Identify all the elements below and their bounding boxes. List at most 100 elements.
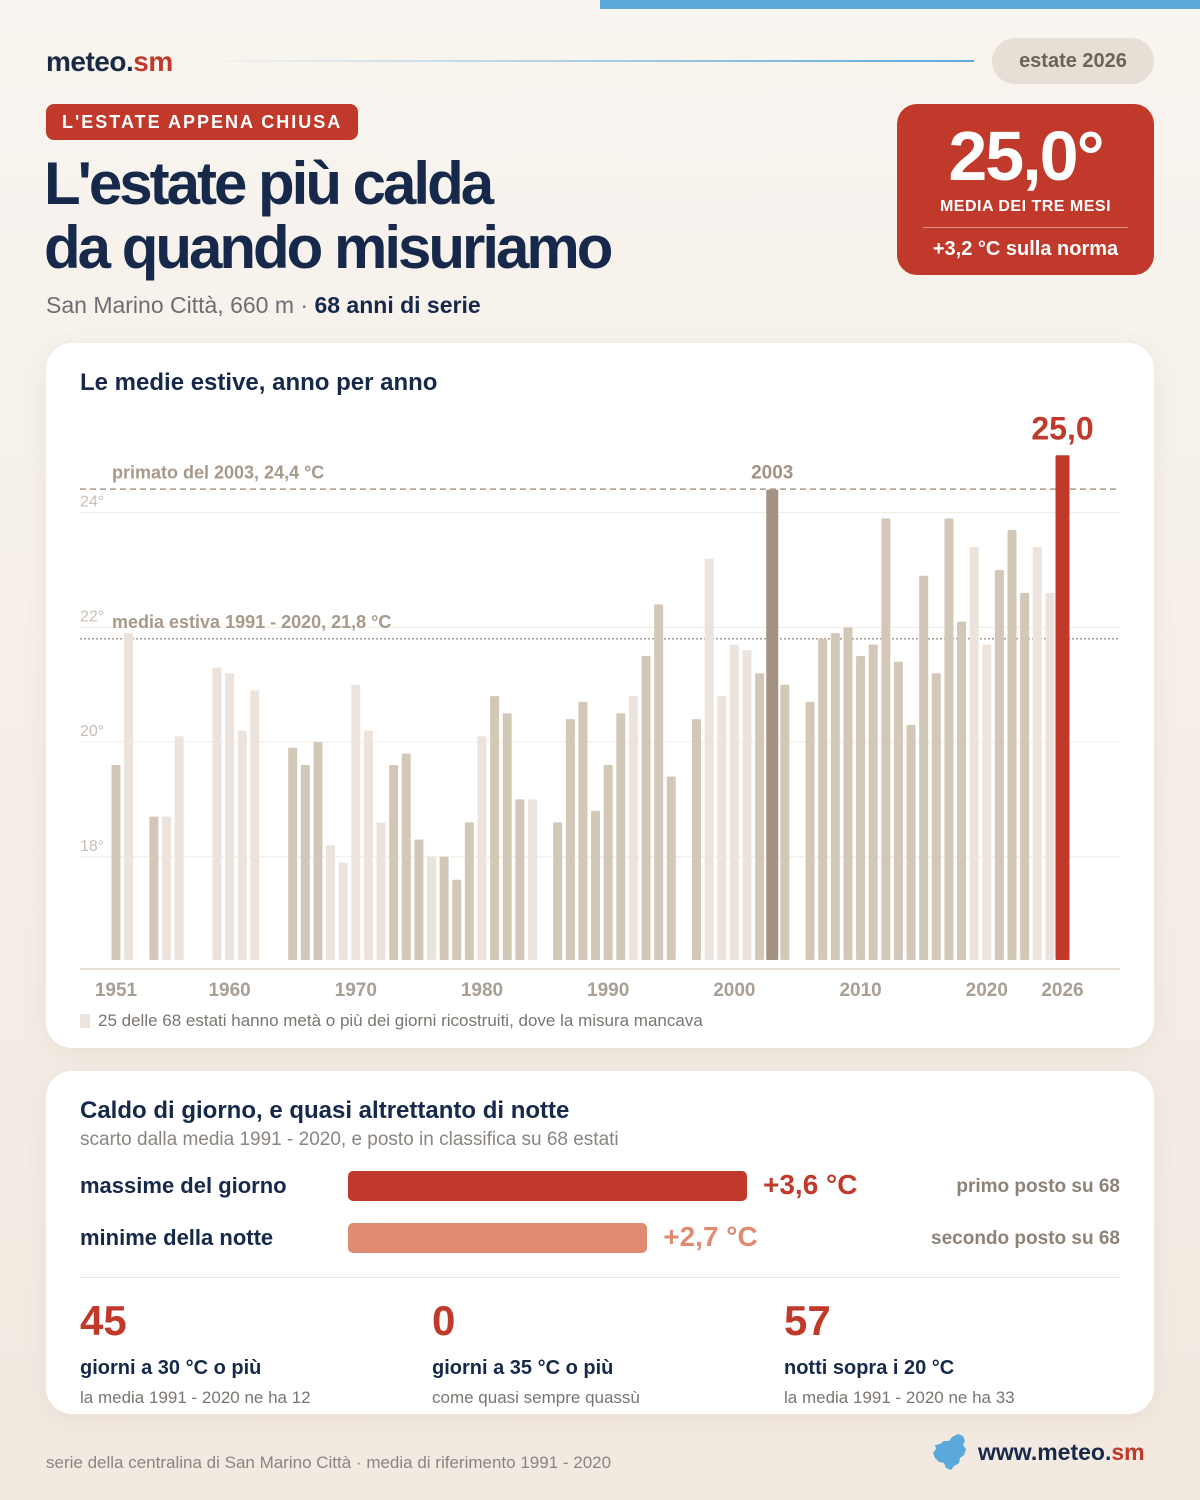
subtitle-series: 68 anni di serie <box>314 292 481 318</box>
chart-title: Le medie estive, anno per anno <box>80 369 438 396</box>
fact-number: 57 <box>784 1297 831 1344</box>
fact-note: la media 1991 - 2020 ne ha 33 <box>784 1388 1015 1407</box>
x-tick-label: 1980 <box>461 980 503 1001</box>
page-subtitle: San Marino Città, 660 m · 68 anni di ser… <box>46 292 481 319</box>
fact-number: 45 <box>80 1297 127 1344</box>
san-marino-map-icon <box>933 1434 966 1470</box>
fact-hot-days: 45 giorni a 30 °C o più la media 1991 - … <box>80 1297 410 1408</box>
bar-2006 <box>805 701 815 960</box>
rank-min: secondo posto su 68 <box>931 1228 1120 1249</box>
bar-2026 <box>1055 455 1070 960</box>
header: meteo.sm estate 2026 <box>46 38 1154 84</box>
bar-1989 <box>591 810 601 960</box>
bar-2015 <box>919 575 929 960</box>
bar-1970 <box>351 684 361 960</box>
bar-2001 <box>742 650 752 960</box>
title-line-1: L'estate più calda <box>44 150 494 217</box>
bar-2000 <box>729 644 739 960</box>
bar-1993 <box>641 656 651 960</box>
bar-1978 <box>452 879 462 960</box>
bar-2009 <box>843 627 853 960</box>
bar-2007 <box>818 638 828 960</box>
bar-1956 <box>174 736 184 960</box>
footer-note: serie della centralina di San Marino Cit… <box>46 1453 612 1472</box>
bar-1982 <box>502 713 512 960</box>
fact-label: giorni a 35 °C o più <box>432 1357 614 1379</box>
stats-card: Caldo di giorno, e quasi altrettanto di … <box>46 1071 1154 1414</box>
bar-1960 <box>225 673 235 960</box>
bar-2012 <box>881 518 891 960</box>
bar-2024 <box>1032 547 1042 960</box>
page-title: L'estate più calda da quando misuriamo <box>44 152 884 280</box>
x-tick-label: 1951 <box>95 980 138 1001</box>
bar-1975 <box>414 839 424 960</box>
bar-1998 <box>704 558 714 960</box>
bar-2019 <box>969 547 979 960</box>
bar-2018 <box>957 621 967 960</box>
bar-1986 <box>553 822 563 960</box>
bar-2025 <box>1045 592 1055 960</box>
season-badge: estate 2026 <box>992 38 1154 84</box>
x-tick-label: 2000 <box>713 980 755 1001</box>
bar-1992 <box>628 696 638 960</box>
bar-1981 <box>490 696 500 960</box>
bar-2011 <box>868 644 878 960</box>
bar-2014 <box>906 724 916 960</box>
footer-brand: www.meteo.sm <box>932 1432 1154 1472</box>
anomaly-value-min: +2,7 °C <box>663 1221 758 1252</box>
bar-1999 <box>717 696 727 960</box>
bar-1973 <box>389 764 399 960</box>
bar-1952 <box>124 633 134 960</box>
kpi-label: MEDIA DEI TRE MESI <box>939 198 1112 215</box>
bar-2008 <box>830 633 840 960</box>
stats-subtitle: scarto dalla media 1991 - 2020, e posto … <box>80 1129 619 1150</box>
x-tick-label: 1990 <box>587 980 629 1001</box>
title-line-2: da quando misuriamo <box>44 214 613 281</box>
x-tick-label: 2020 <box>966 980 1008 1001</box>
fact-label: giorni a 30 °C o più <box>80 1357 262 1379</box>
y-tick-label: 22° <box>80 608 104 625</box>
bar-2017 <box>944 518 954 960</box>
kpi-delta: +3,2 °C sulla norma <box>932 238 1119 260</box>
bar-1954 <box>149 816 159 960</box>
legend-swatch <box>80 1014 90 1028</box>
bar-2016 <box>931 673 941 960</box>
chart-card: Le medie estive, anno per anno 18° 20° 22°… <box>46 343 1154 1048</box>
bar-1990 <box>603 764 613 960</box>
x-tick-label: 1960 <box>208 980 250 1001</box>
bar-1972 <box>376 822 386 960</box>
fact-very-hot-days: 0 giorni a 35 °C o più come quasi sempre… <box>432 1297 762 1408</box>
fact-label: notti sopra i 20 °C <box>784 1357 955 1379</box>
legend-text: 25 delle 68 estati hanno metà o più dei … <box>98 1011 703 1030</box>
x-tick-label: 2010 <box>839 980 881 1001</box>
bar-1968 <box>326 845 336 960</box>
summer-means-chart: 18° 20° 22° 24° primato del 2003, 24,4 °C med… <box>80 410 1120 1001</box>
bar-2020 <box>982 644 992 960</box>
bar-1984 <box>527 799 537 960</box>
bar-1987 <box>565 719 575 960</box>
kpi-card: 25,0° MEDIA DEI TRE MESI +3,2 °C sulla n… <box>897 104 1154 275</box>
bar-2013 <box>893 661 903 960</box>
bar-1965 <box>288 747 298 960</box>
stats-divider <box>80 1277 1120 1278</box>
anomaly-value-max: +3,6 °C <box>763 1169 858 1200</box>
bar-1997 <box>692 719 702 960</box>
bar-1988 <box>578 701 588 960</box>
kpi-divider <box>923 227 1128 228</box>
bar-1994 <box>654 604 664 960</box>
bar-1962 <box>250 690 260 960</box>
bar-2021 <box>994 569 1004 960</box>
bar-1967 <box>313 742 323 960</box>
top-accent-stripe <box>600 0 1200 9</box>
bar-1966 <box>300 764 310 960</box>
x-tick-label: 2026 <box>1041 980 1083 1001</box>
bar-1955 <box>161 816 171 960</box>
anomaly-bar-max <box>348 1171 747 1201</box>
y-tick-label: 18° <box>80 838 104 855</box>
bar-2003 <box>766 489 779 960</box>
bar-1983 <box>515 799 525 960</box>
bar-1991 <box>616 713 626 960</box>
fact-note: come quasi sempre quassù <box>432 1388 640 1407</box>
y-tick-label: 20° <box>80 723 104 740</box>
bar-1977 <box>439 856 449 960</box>
